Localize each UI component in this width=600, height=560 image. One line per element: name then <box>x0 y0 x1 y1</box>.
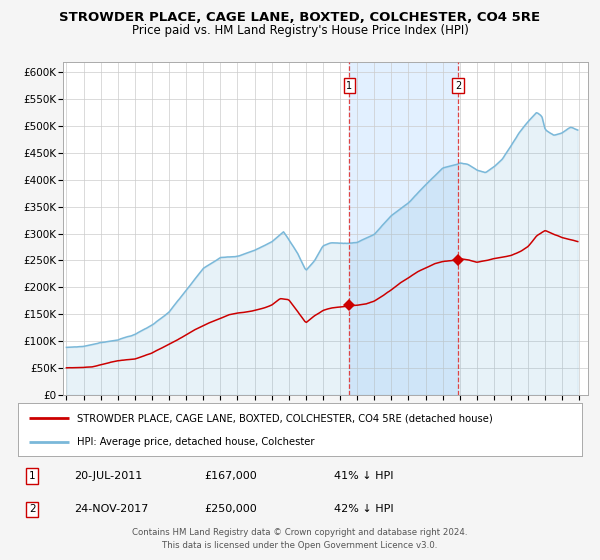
Text: 41% ↓ HPI: 41% ↓ HPI <box>334 471 394 481</box>
Text: 2: 2 <box>455 81 461 91</box>
Text: 24-NOV-2017: 24-NOV-2017 <box>74 505 149 515</box>
Text: 1: 1 <box>29 471 35 481</box>
Text: £167,000: £167,000 <box>204 471 257 481</box>
Text: Contains HM Land Registry data © Crown copyright and database right 2024.
This d: Contains HM Land Registry data © Crown c… <box>132 528 468 550</box>
Bar <box>349 62 458 395</box>
Text: 2: 2 <box>29 505 35 515</box>
Text: 1: 1 <box>346 81 353 91</box>
Text: Price paid vs. HM Land Registry's House Price Index (HPI): Price paid vs. HM Land Registry's House … <box>131 24 469 37</box>
Text: HPI: Average price, detached house, Colchester: HPI: Average price, detached house, Colc… <box>77 436 315 446</box>
Text: STROWDER PLACE, CAGE LANE, BOXTED, COLCHESTER, CO4 5RE (detached house): STROWDER PLACE, CAGE LANE, BOXTED, COLCH… <box>77 413 493 423</box>
Text: 20-JUL-2011: 20-JUL-2011 <box>74 471 143 481</box>
Text: STROWDER PLACE, CAGE LANE, BOXTED, COLCHESTER, CO4 5RE: STROWDER PLACE, CAGE LANE, BOXTED, COLCH… <box>59 11 541 24</box>
Text: 42% ↓ HPI: 42% ↓ HPI <box>334 505 394 515</box>
Text: £250,000: £250,000 <box>204 505 257 515</box>
